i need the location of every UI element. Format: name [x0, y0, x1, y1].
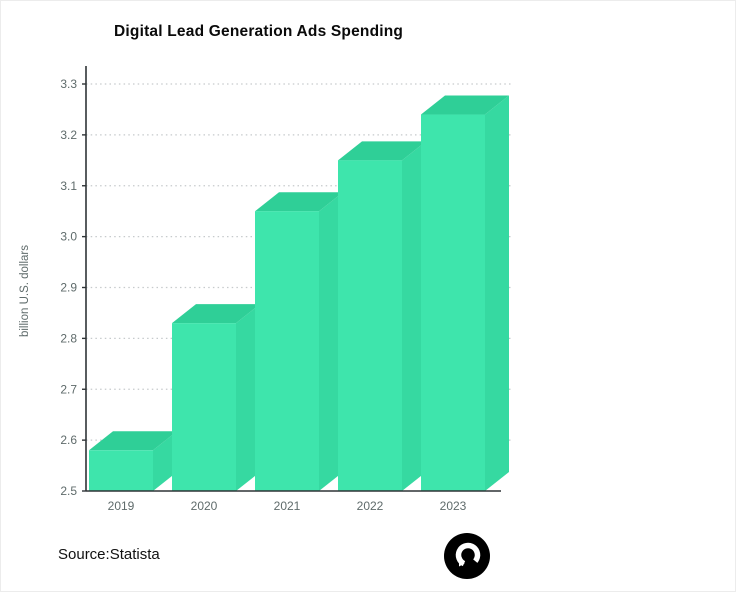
svg-text:2.9: 2.9	[60, 281, 77, 295]
svg-text:2022: 2022	[357, 499, 384, 513]
svg-text:3.3: 3.3	[60, 77, 77, 91]
svg-text:2.7: 2.7	[60, 382, 77, 396]
svg-text:2.6: 2.6	[60, 433, 77, 447]
chart-title: Digital Lead Generation Ads Spending	[114, 23, 404, 40]
svg-text:2021: 2021	[274, 499, 301, 513]
svg-text:2023: 2023	[440, 499, 467, 513]
svg-text:3.1: 3.1	[60, 179, 77, 193]
svg-text:2020: 2020	[191, 499, 218, 513]
svg-text:2019: 2019	[108, 499, 135, 513]
svg-text:3.0: 3.0	[60, 230, 77, 244]
brand-bubble-logo	[444, 533, 490, 579]
svg-text:2.8: 2.8	[60, 331, 77, 345]
source-credit: Source:Statista	[58, 546, 160, 563]
svg-text:3.2: 3.2	[60, 128, 77, 142]
svg-text:2.5: 2.5	[60, 484, 77, 498]
